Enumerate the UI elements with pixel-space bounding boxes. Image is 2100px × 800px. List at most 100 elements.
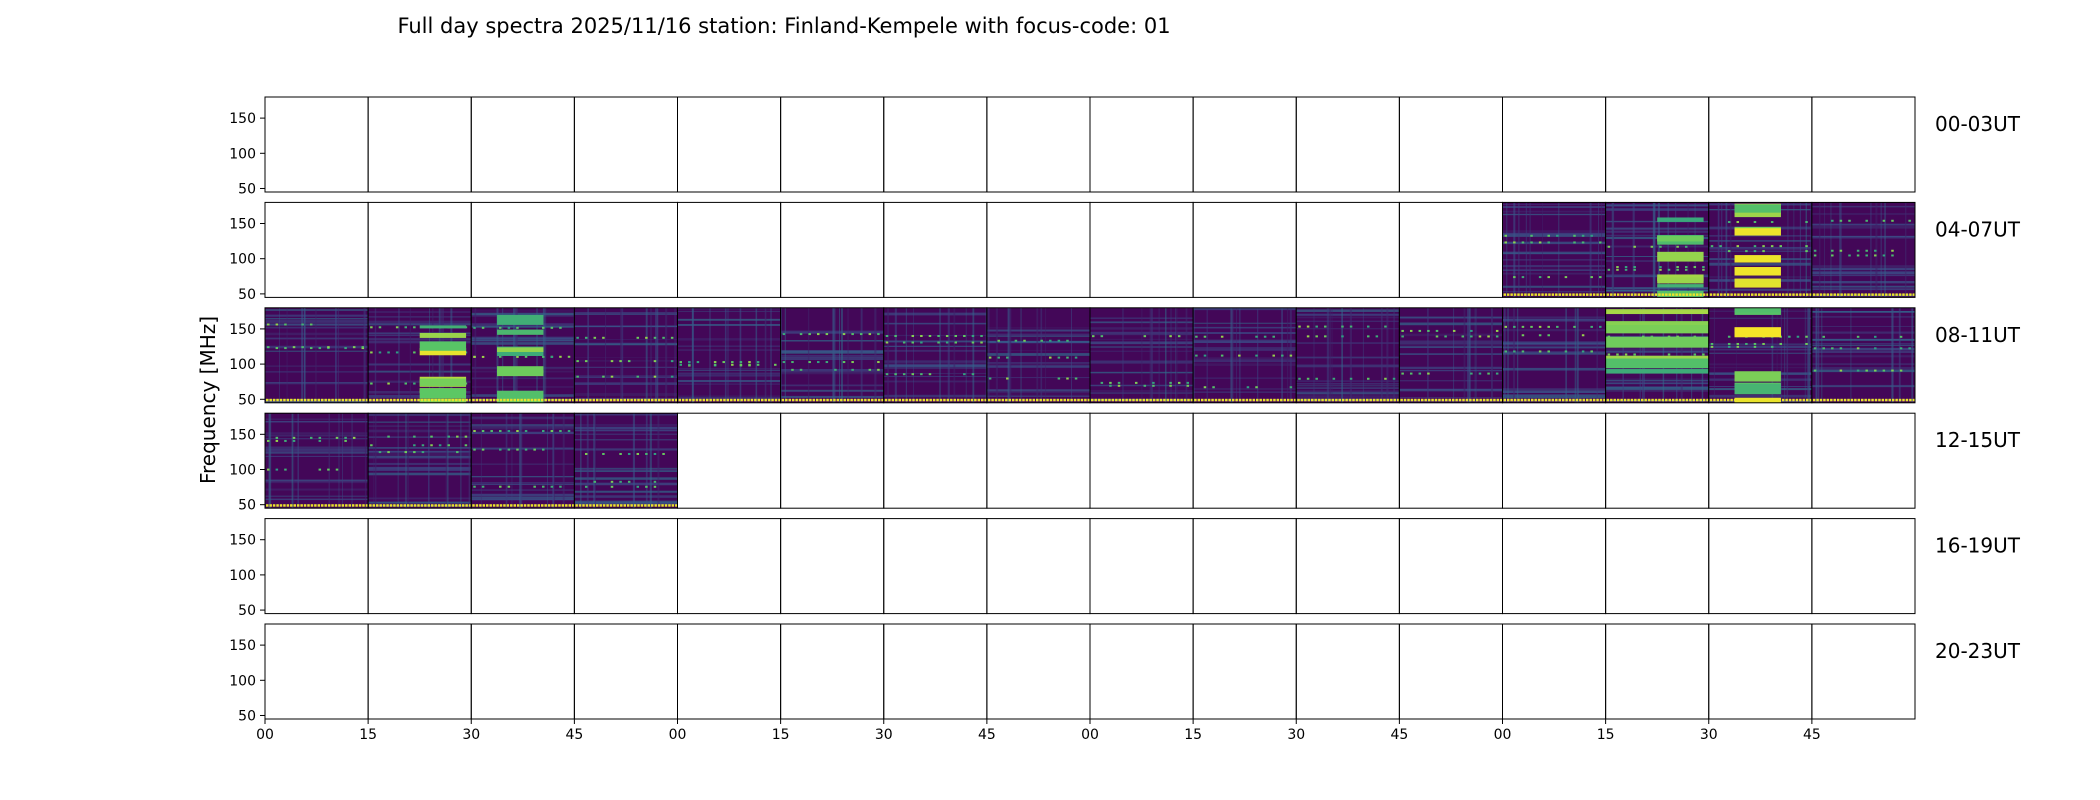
spectrogram (1296, 307, 1400, 403)
x-tick-label: 00 (1494, 727, 1512, 743)
row-label: 08-11UT (1935, 323, 2021, 347)
spectra-rows: 50 100 150 00-03UT 50 100 150 04-07UT 50 100 150 08… (229, 96, 2021, 724)
spectrogram (1399, 307, 1503, 403)
row-08-11UT: 50 100 150 08-11UT (229, 307, 2021, 408)
y-tick-label: 100 (229, 252, 256, 268)
row-label: 16-19UT (1935, 534, 2021, 558)
panel-12-15UT-3 (573, 412, 678, 509)
panel-12-15UT-0 (264, 412, 369, 509)
panel-08-11UT-13 (1605, 307, 1710, 404)
row-20-23UT: 50 100 150 20-23UT (229, 623, 2021, 724)
spectrogram (1090, 307, 1194, 403)
spectrogram (1811, 307, 1915, 403)
x-tick-label: 30 (462, 727, 480, 743)
x-tick-label: 00 (669, 727, 687, 743)
panel-08-11UT-2 (470, 307, 575, 404)
y-tick-label: 50 (238, 181, 256, 197)
spectrogram (677, 307, 781, 403)
y-tick-label: 150 (229, 427, 256, 443)
y-axis-label: Frequency [MHz] (196, 316, 220, 484)
x-tick-label: 00 (256, 727, 274, 743)
spectrogram (986, 307, 1090, 403)
x-tick-label: 45 (1803, 727, 1821, 743)
panel-08-11UT-8 (1089, 307, 1194, 404)
panel-frame (1811, 412, 1916, 509)
panel-08-11UT-3 (573, 307, 678, 404)
panel-08-11UT-15 (1811, 307, 1916, 404)
spectrogram (1708, 307, 1812, 403)
x-tick-label: 45 (565, 727, 583, 743)
row-04-07UT: 50 100 150 04-07UT (229, 201, 2021, 303)
x-tick-label: 45 (978, 727, 996, 743)
row-16-19UT: 50 100 150 16-19UT (229, 518, 2021, 619)
panel-08-11UT-11 (1398, 307, 1503, 404)
y-tick-label: 100 (229, 673, 256, 689)
spectrogram (1502, 202, 1606, 298)
y-tick-label: 50 (238, 603, 256, 619)
spectrogram (780, 307, 884, 403)
row-00-03UT: 50 100 150 00-03UT (229, 96, 2021, 197)
panel-04-07UT-14 (1708, 201, 1813, 298)
x-tick-label: 30 (1700, 727, 1718, 743)
panel-12-15UT-15 (1811, 412, 1916, 509)
spectrogram (471, 413, 575, 509)
spectrogram (1605, 202, 1709, 298)
panel-08-11UT-9 (1192, 307, 1297, 404)
panel-frame (1811, 623, 1916, 720)
panel-20-23UT-15 (1811, 623, 1916, 720)
panel-08-11UT-12 (1502, 307, 1607, 404)
spectrogram (574, 307, 678, 403)
spectrogram (1708, 202, 1812, 298)
panel-08-11UT-7 (986, 307, 1091, 404)
chart-title: Full day spectra 2025/11/16 station: Fin… (397, 14, 1170, 38)
panel-08-11UT-1 (367, 307, 472, 404)
panel-04-07UT-13 (1605, 201, 1710, 298)
panel-04-07UT-15 (1811, 201, 1916, 298)
panel-12-15UT-1 (367, 412, 472, 509)
panel-frame (1811, 96, 1916, 193)
x-tick-label: 00 (1081, 727, 1099, 743)
y-tick-label: 150 (229, 322, 256, 338)
spectrogram (471, 307, 575, 403)
spectrogram (574, 413, 678, 509)
panel-08-11UT-6 (883, 307, 988, 404)
y-tick-label: 50 (238, 287, 256, 303)
row-label: 12-15UT (1935, 428, 2021, 452)
panel-frame (1811, 307, 1916, 404)
panel-04-07UT-12 (1502, 201, 1607, 298)
y-tick-label: 150 (229, 533, 256, 549)
x-tick-label: 30 (875, 727, 893, 743)
y-tick-label: 100 (229, 357, 256, 373)
spectrogram (1502, 307, 1606, 403)
panel-08-11UT-4 (677, 307, 782, 404)
panel-frame (1811, 518, 1916, 615)
panel-12-15UT-2 (470, 412, 575, 509)
panel-frame (1811, 201, 1916, 298)
panel-08-11UT-0 (264, 307, 369, 404)
y-tick-label: 100 (229, 568, 256, 584)
panel-08-11UT-5 (780, 307, 885, 404)
panel-16-19UT-15 (1811, 518, 1916, 615)
y-tick-label: 150 (229, 111, 256, 127)
y-tick-label: 50 (238, 498, 256, 514)
row-label: 04-07UT (1935, 217, 2021, 241)
panel-00-03UT-15 (1811, 96, 1916, 193)
spectrogram (1193, 307, 1297, 403)
x-tick-label: 45 (1390, 727, 1408, 743)
x-axis-ticks: 00 15 30 45 00 15 30 45 00 15 30 45 00 15 30 45 (256, 719, 1821, 743)
spectrogram (1605, 307, 1709, 403)
panel-08-11UT-14 (1708, 307, 1813, 404)
y-tick-label: 150 (229, 217, 256, 233)
spectrogram (1811, 202, 1915, 298)
y-tick-label: 150 (229, 638, 256, 654)
spectrogram (265, 413, 369, 509)
row-12-15UT: 50 100 150 12-15UT (229, 412, 2021, 514)
x-tick-label: 30 (1287, 727, 1305, 743)
spectrogram (265, 307, 369, 403)
spectrogram (368, 307, 472, 403)
x-tick-label: 15 (1184, 727, 1202, 743)
y-tick-label: 50 (238, 708, 256, 724)
y-tick-label: 100 (229, 462, 256, 478)
x-tick-label: 15 (1597, 727, 1615, 743)
